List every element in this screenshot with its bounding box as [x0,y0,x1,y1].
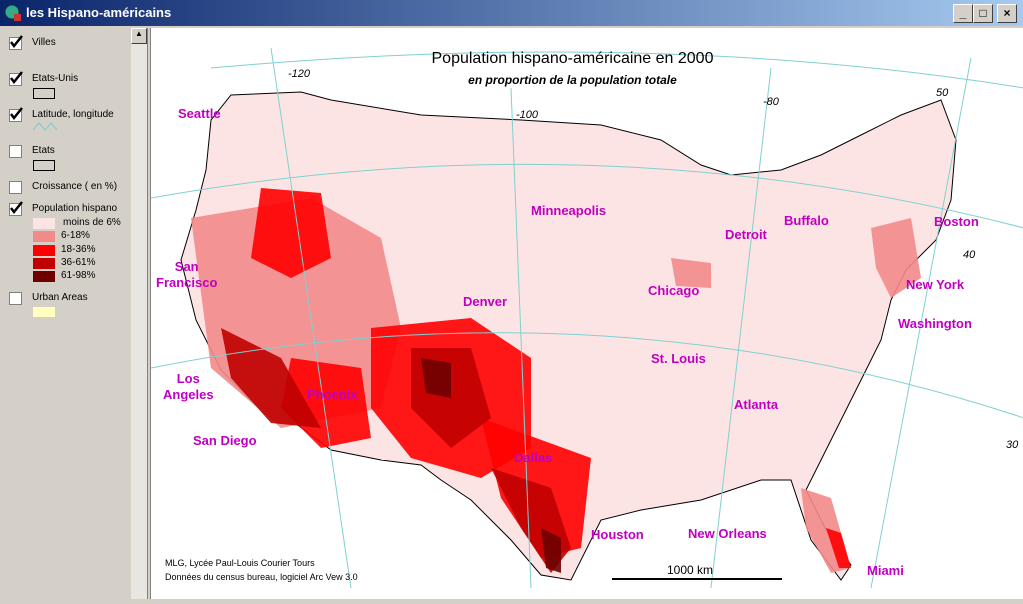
minimize-button[interactable]: _ [953,4,973,23]
layer-checkbox[interactable] [9,181,22,194]
graticule-label: 40 [963,249,976,261]
layer-name: Villes [32,37,56,48]
layer-swatch [33,88,55,99]
layer-name: Urban Areas [32,292,88,303]
scale-label: 1000 km [667,563,714,577]
city-label: Houston [591,527,644,542]
graticule-label: 30 [1006,439,1019,451]
graticule-label: -100 [516,109,539,121]
graticule-line [870,57,972,589]
city-label: Chicago [648,283,700,298]
class-label: moins de 6% [63,217,121,228]
credit: Données du census bureau, logiciel Arc V… [165,572,358,582]
class-label: 18-36% [61,243,96,255]
app-icon [4,4,21,21]
layer-name: Population hispano [32,203,118,214]
window-title: les Hispano-américains [26,5,172,20]
city-label: Detroit [725,227,767,242]
city-label: Denver [463,294,508,309]
class-swatch [33,271,55,283]
graticule-label: -80 [763,96,779,108]
city-label: San Diego [193,433,257,448]
graticule-line [510,87,532,589]
layer-checkbox[interactable] [9,107,23,122]
map-canvas [150,47,1023,589]
city-label: Los Angeles [163,371,214,402]
map-view: Population hispano-américaine en 2000 en … [150,28,1023,599]
graticule-line [150,332,1023,419]
close-button[interactable]: × [997,4,1017,23]
city-label: Atlanta [734,397,779,412]
city-label: Miami [867,563,904,578]
city-label: Seattle [178,106,221,121]
county-cluster [421,358,451,398]
city-label: Washington [898,316,972,331]
city-label: St. Louis [651,351,706,366]
class-swatch [33,257,55,269]
map-subtitle: en proportion de la population totale [468,73,677,87]
layer-name: Etats [32,145,55,156]
layer-name: Croissance ( en %) [32,181,118,192]
graticule-line [270,47,352,589]
class-swatch [33,218,55,229]
layer-name: Latitude, longitude [32,109,114,120]
class-label: 61-98% [61,270,96,282]
layer-name: Etats-Unis [32,73,79,84]
county-cluster [671,258,711,288]
class-swatch [33,244,55,256]
city-label: Dallas [514,450,553,465]
layer-checkbox[interactable] [9,71,23,86]
title-bar: les Hispano-américains _ □ × [0,0,1023,26]
graticule-line [150,163,1023,229]
city-label: San Francisco [156,259,218,290]
city-label: Boston [934,214,979,229]
graticule-label: -120 [288,68,311,80]
county-cluster [826,528,851,568]
graticule-line [210,51,1023,89]
city-label: New Orleans [688,526,767,541]
county-cluster [871,218,921,298]
layer-swatch [33,160,55,171]
layer-swatch [33,307,55,317]
layer-checkbox[interactable] [9,145,22,158]
city-label: New York [906,277,965,292]
class-label: 36-61% [61,256,96,268]
graticule-line [710,67,772,589]
city-label: Minneapolis [531,203,607,218]
legend-panel: ▲ Villes Etats-Unis Latitude, longitude Eta… [0,28,148,599]
city-label: Phoenix [307,387,358,402]
class-swatch [33,231,55,243]
map-title: Population hispano-américaine en 2000 [431,50,714,67]
layer-checkbox[interactable] [9,35,23,50]
credit: MLG, Lycée Paul-Louis Courier Tours [165,558,315,568]
maximize-button[interactable]: □ [973,4,993,23]
county-cluster [221,328,321,428]
layer-checkbox[interactable] [9,292,22,305]
scrollbar[interactable]: ▲ [131,28,147,599]
city-label: Buffalo [784,213,829,228]
class-label: 6-18% [61,230,90,242]
layer-checkbox[interactable] [9,201,23,216]
layer-swatch [32,119,59,137]
county-cluster [541,528,561,573]
graticule-label: 50 [936,87,949,99]
county-cluster [251,188,331,278]
